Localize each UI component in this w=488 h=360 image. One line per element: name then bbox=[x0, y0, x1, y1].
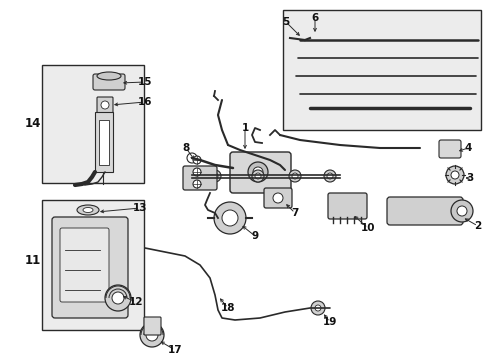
Bar bbox=[99, 120, 109, 165]
Text: 4: 4 bbox=[464, 143, 471, 153]
Ellipse shape bbox=[83, 207, 93, 212]
Text: 12: 12 bbox=[128, 297, 143, 307]
Circle shape bbox=[214, 202, 245, 234]
Circle shape bbox=[101, 101, 109, 109]
Circle shape bbox=[326, 173, 332, 179]
FancyBboxPatch shape bbox=[97, 97, 113, 113]
Circle shape bbox=[456, 206, 466, 216]
Text: 17: 17 bbox=[167, 345, 182, 355]
Text: 14: 14 bbox=[25, 117, 41, 130]
Circle shape bbox=[186, 153, 197, 163]
Circle shape bbox=[310, 301, 325, 315]
Circle shape bbox=[252, 167, 263, 177]
Circle shape bbox=[254, 173, 261, 179]
Text: 18: 18 bbox=[220, 303, 235, 313]
Circle shape bbox=[105, 285, 131, 311]
FancyBboxPatch shape bbox=[229, 152, 290, 193]
Circle shape bbox=[247, 162, 267, 182]
Circle shape bbox=[193, 156, 201, 164]
FancyBboxPatch shape bbox=[438, 140, 460, 158]
Circle shape bbox=[324, 170, 335, 182]
Circle shape bbox=[112, 292, 124, 304]
Text: 1: 1 bbox=[241, 123, 248, 133]
Bar bbox=[42, 65, 143, 183]
FancyBboxPatch shape bbox=[143, 317, 161, 335]
Text: 5: 5 bbox=[282, 17, 289, 27]
Circle shape bbox=[193, 168, 201, 176]
Text: 10: 10 bbox=[360, 223, 374, 233]
Text: 19: 19 bbox=[322, 317, 337, 327]
Circle shape bbox=[291, 173, 297, 179]
Text: 2: 2 bbox=[473, 221, 481, 231]
FancyBboxPatch shape bbox=[264, 188, 291, 208]
FancyBboxPatch shape bbox=[93, 74, 125, 90]
Circle shape bbox=[193, 180, 201, 188]
FancyBboxPatch shape bbox=[183, 166, 217, 190]
FancyBboxPatch shape bbox=[52, 217, 128, 318]
Text: 6: 6 bbox=[311, 13, 318, 23]
Circle shape bbox=[450, 171, 458, 179]
Circle shape bbox=[288, 170, 301, 182]
FancyBboxPatch shape bbox=[386, 197, 462, 225]
FancyBboxPatch shape bbox=[60, 228, 109, 302]
Bar bbox=[95, 112, 113, 172]
Circle shape bbox=[140, 323, 163, 347]
Text: 15: 15 bbox=[138, 77, 152, 87]
Circle shape bbox=[146, 329, 158, 341]
Circle shape bbox=[272, 193, 283, 203]
Text: 11: 11 bbox=[25, 253, 41, 266]
Circle shape bbox=[445, 166, 463, 184]
Circle shape bbox=[251, 170, 264, 182]
Bar bbox=[283, 10, 480, 130]
Text: 16: 16 bbox=[138, 97, 152, 107]
Circle shape bbox=[208, 170, 221, 182]
Circle shape bbox=[450, 200, 472, 222]
Ellipse shape bbox=[77, 205, 99, 215]
Text: 9: 9 bbox=[251, 231, 258, 241]
Text: 3: 3 bbox=[466, 173, 473, 183]
Bar bbox=[42, 200, 143, 330]
Text: 7: 7 bbox=[291, 208, 298, 218]
FancyBboxPatch shape bbox=[327, 193, 366, 219]
Text: 8: 8 bbox=[182, 143, 189, 153]
Ellipse shape bbox=[97, 72, 121, 80]
Circle shape bbox=[314, 305, 320, 311]
Circle shape bbox=[222, 210, 238, 226]
Text: 13: 13 bbox=[132, 203, 147, 213]
Circle shape bbox=[212, 173, 218, 179]
